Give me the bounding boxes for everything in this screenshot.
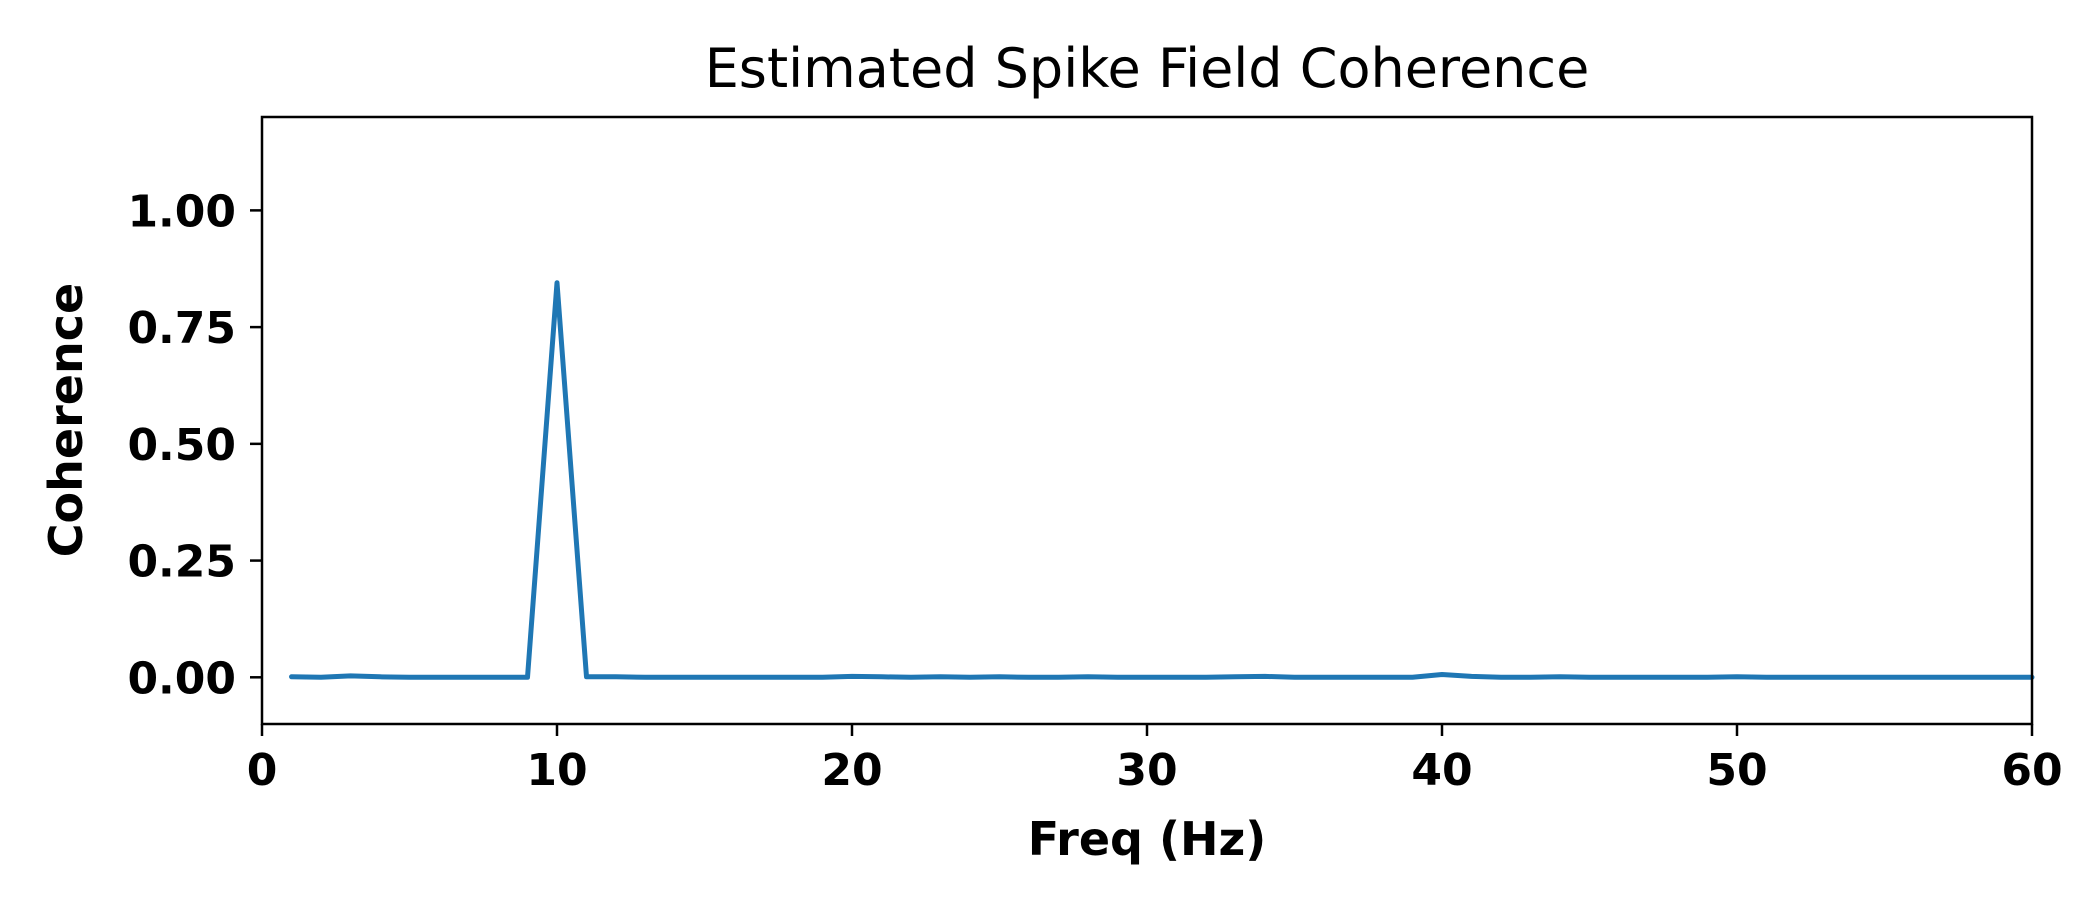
- x-axis-label: Freq (Hz): [1028, 812, 1267, 866]
- y-axis: 0.00 0.25 0.50 0.75 1.00: [127, 186, 262, 704]
- y-tick-label: 1.00: [127, 186, 236, 237]
- x-tick-label: 50: [1706, 745, 1767, 796]
- x-axis: 0 10 20 30 40 50 60: [247, 724, 2063, 796]
- y-tick-label: 0.75: [127, 303, 236, 354]
- y-tick-label: 0.25: [127, 537, 236, 588]
- x-tick-label: 60: [2001, 745, 2062, 796]
- x-tick-label: 20: [821, 745, 882, 796]
- coherence-line: [289, 280, 2035, 680]
- plot-frame: [260, 115, 2034, 726]
- x-tick-label: 30: [1116, 745, 1177, 796]
- y-tick-label: 0.00: [127, 653, 236, 704]
- chart-title: Estimated Spike Field Coherence: [705, 37, 1590, 100]
- y-axis-label: Coherence: [39, 283, 93, 557]
- x-tick-label: 10: [526, 745, 587, 796]
- plot-area: [289, 280, 2035, 680]
- x-tick-label: 40: [1411, 745, 1472, 796]
- x-tick-label: 0: [247, 745, 278, 796]
- y-tick-label: 0.50: [127, 420, 236, 471]
